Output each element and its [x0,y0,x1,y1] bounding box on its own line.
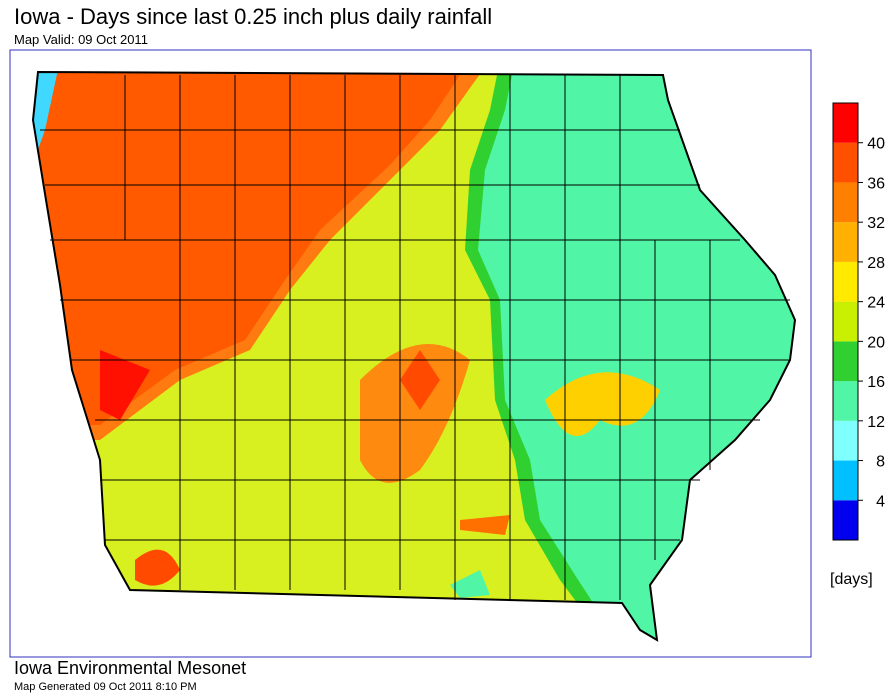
colorbar-segment [833,381,858,421]
colorbar-tick-label: 8 [876,454,885,471]
colorbar-segment [833,500,858,540]
colorbar-segment [833,103,858,143]
state-outline [31,70,797,642]
colorbar-tick-label: 12 [867,414,885,431]
colorbar-tick-label: 32 [867,215,885,232]
colorbar-segment [833,222,858,262]
colorbar-tick-label: 28 [867,255,885,272]
colorbar-segment [833,420,858,461]
map-frame [9,49,812,658]
colorbar-segment [833,301,858,342]
county-lines [40,75,790,600]
subtitle: Map Valid: 09 Oct 2011 [14,32,148,47]
colorbar-tick-label: 20 [867,334,885,351]
colorbar-tick-label: 36 [867,175,885,192]
colorbar-segment [833,341,858,382]
colorbar-tick-label: 24 [867,295,885,312]
colorbar-segment [833,182,858,223]
colorbar-frame [832,102,859,541]
title: Iowa - Days since last 0.25 inch plus da… [14,4,492,29]
colorbar-tick-label: 4 [876,493,885,510]
footer-generated: Map Generated 09 Oct 2011 8:10 PM [14,681,197,693]
colorbar-segment [833,460,858,501]
colorbar-segment [833,142,858,183]
colorbar-segment [833,261,858,302]
footer-org: Iowa Environmental Mesonet [14,658,246,678]
colorbar-tick-label: 40 [867,136,885,153]
colorbar-tick-label: 16 [867,374,885,391]
colorbar-unit: [days] [830,571,873,588]
